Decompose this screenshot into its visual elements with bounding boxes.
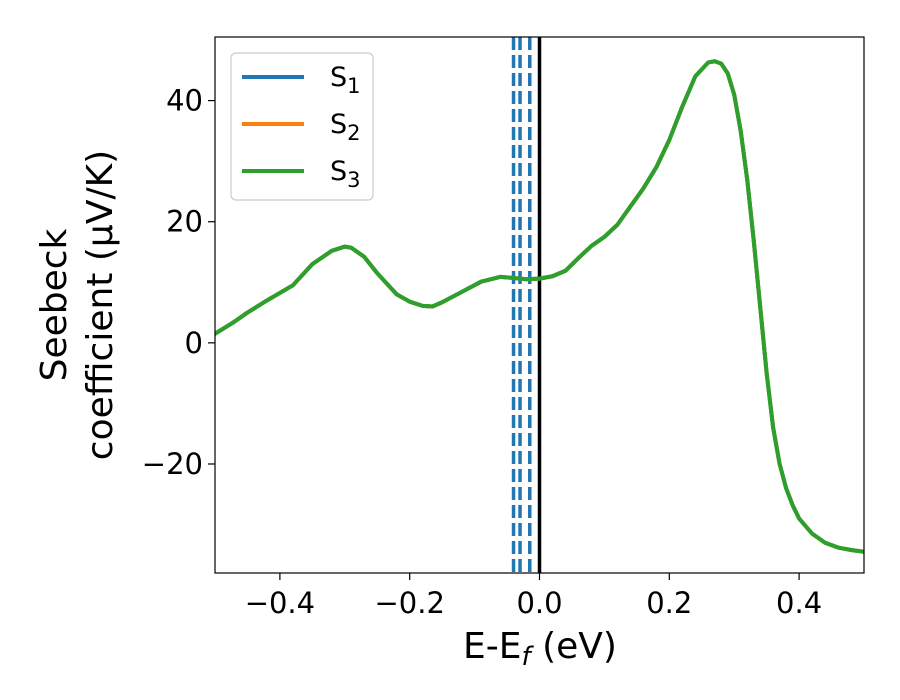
y-tick-label: 0 bbox=[185, 326, 203, 360]
x-tick-label: 0.2 bbox=[646, 586, 692, 620]
x-axis: −0.4 −0.2 0.0 0.2 0.4 bbox=[245, 573, 822, 620]
y-tick-label: 20 bbox=[166, 205, 203, 239]
legend-box bbox=[230, 52, 374, 201]
legend-label-s-1: S1 bbox=[330, 62, 361, 98]
y-tick-label: 40 bbox=[166, 84, 203, 118]
legend-label-s-2: S2 bbox=[330, 109, 361, 145]
legend-label-s-3: S3 bbox=[330, 156, 361, 192]
series-layer bbox=[215, 59, 864, 554]
x-tick-label: 0.0 bbox=[516, 586, 562, 620]
series-line-s-3 bbox=[215, 59, 864, 554]
y-axis: −20 0 20 40 bbox=[142, 84, 215, 481]
y-tick-label: −20 bbox=[142, 447, 203, 481]
x-tick-label: −0.4 bbox=[245, 586, 315, 620]
reference-lines bbox=[511, 37, 542, 573]
x-axis-label: E-Ef (eV) bbox=[463, 626, 617, 672]
x-tick-label: 0.4 bbox=[776, 586, 822, 620]
y-axis-label: Seebeck coefficient (μV/K) bbox=[34, 150, 121, 460]
legend: S1 S2 S3 bbox=[230, 52, 374, 201]
x-tick-label: −0.2 bbox=[374, 586, 444, 620]
